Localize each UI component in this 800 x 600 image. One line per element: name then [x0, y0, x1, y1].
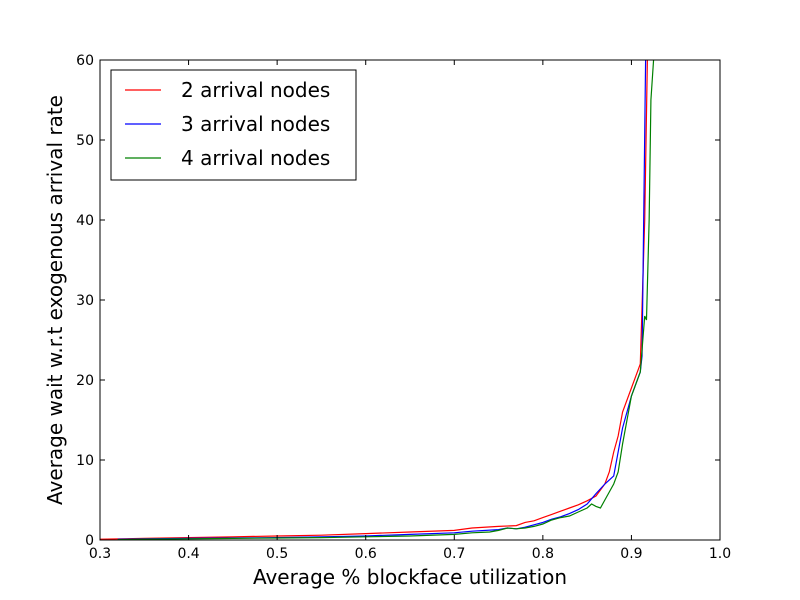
series-line-2	[117, 60, 647, 540]
x-axis-label: Average % blockface utilization	[253, 565, 567, 589]
legend-label-1: 2 arrival nodes	[181, 78, 330, 102]
y-tick-label: 50	[76, 133, 94, 149]
x-tick-label: 0.4	[177, 546, 199, 562]
legend-label-2: 3 arrival nodes	[181, 112, 330, 136]
y-axis-label: Average wait w.r.t exogenous arrival rat…	[43, 95, 67, 505]
x-tick-label: 0.7	[443, 546, 465, 562]
x-tick-label: 0.6	[355, 546, 377, 562]
x-tick-label: 0.5	[266, 546, 288, 562]
y-tick-label: 20	[76, 373, 94, 389]
y-tick-label: 10	[76, 453, 94, 469]
x-tick-label: 0.9	[620, 546, 642, 562]
y-tick-label: 0	[85, 533, 94, 549]
x-axis-ticks: 0.3 0.4 0.5 0.6 0.7 0.8 0.9 1.0	[89, 60, 731, 562]
series-line-1	[100, 60, 648, 540]
x-tick-label: 0.8	[532, 546, 554, 562]
y-tick-label: 40	[76, 213, 94, 229]
y-axis-ticks: 0 10 20 30 40 50 60	[76, 53, 720, 549]
y-tick-label: 60	[76, 53, 94, 69]
legend: 2 arrival nodes 3 arrival nodes 4 arrival …	[110, 69, 357, 181]
legend-label-3: 4 arrival nodes	[181, 146, 330, 170]
legend-box	[110, 69, 357, 181]
x-tick-label: 0.3	[89, 546, 111, 562]
x-tick-label: 1.0	[709, 546, 731, 562]
y-tick-label: 30	[76, 293, 94, 309]
